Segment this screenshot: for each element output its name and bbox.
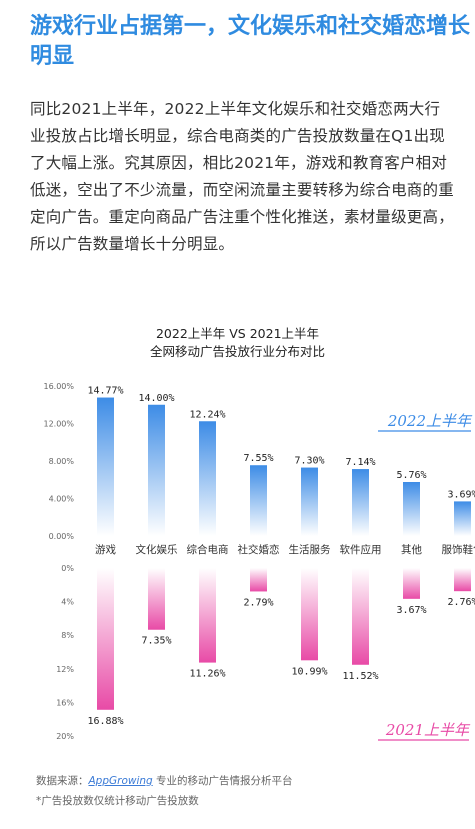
y-tick-label-top: 0.00% bbox=[49, 532, 75, 541]
section-heading: 游戏行业占据第一，文化娱乐和社交婚恋增长明显 bbox=[30, 14, 471, 69]
bar-2021-4 bbox=[250, 568, 267, 592]
data-label-2021: 16.88% bbox=[87, 716, 123, 727]
category-label: 服饰鞋包 bbox=[442, 543, 475, 556]
category-label: 游戏 bbox=[95, 543, 116, 556]
legend-2021: 2021上半年 bbox=[385, 721, 471, 739]
bar-chart: 16.00% 12.00% 8.00% 4.00% 0.00% 14.77% 14.00%… bbox=[43, 382, 475, 741]
chart-title: 2022上半年 VS 2021上半年 bbox=[155, 326, 320, 341]
data-label-2021: 2.76% bbox=[447, 597, 475, 608]
bar-2021-2 bbox=[148, 568, 165, 630]
legend-2022: 2022上半年 bbox=[387, 412, 473, 430]
y-tick-label-top: 4.00% bbox=[49, 495, 75, 504]
bar-2022-4 bbox=[250, 465, 267, 536]
bar-2022-6 bbox=[352, 469, 369, 536]
bar-2022-5 bbox=[301, 467, 318, 536]
y-tick-label-bottom: 8% bbox=[61, 631, 74, 640]
category-label: 其他 bbox=[401, 543, 422, 556]
data-label-2022: 14.00% bbox=[138, 393, 174, 404]
bar-2022-1 bbox=[97, 397, 114, 536]
data-label-2022: 3.69% bbox=[447, 489, 475, 500]
footnote: *广告投放数仅统计移动广告投放数 bbox=[36, 795, 199, 807]
y-tick-label-top: 12.00% bbox=[43, 420, 74, 429]
y-tick-label-top: 16.00% bbox=[43, 382, 74, 391]
bar-2022-8 bbox=[454, 501, 471, 536]
source-prefix: 数据来源： bbox=[36, 775, 89, 787]
data-label-2021: 2.79% bbox=[243, 597, 273, 608]
data-label-2022: 12.24% bbox=[189, 409, 225, 420]
bar-2021-3 bbox=[199, 568, 216, 663]
data-label-2022: 7.30% bbox=[294, 456, 324, 467]
data-source: 数据来源：AppGrowing 专业的移动广告情报分析平台 bbox=[36, 773, 293, 788]
bar-2022-3 bbox=[199, 421, 216, 536]
data-label-2022: 14.77% bbox=[87, 386, 123, 397]
data-label-2022: 5.76% bbox=[396, 470, 426, 481]
data-label-2021: 3.67% bbox=[396, 605, 426, 616]
y-tick-label-bottom: 0% bbox=[61, 564, 74, 573]
data-label-2022: 7.55% bbox=[243, 453, 273, 464]
category-label: 软件应用 bbox=[340, 543, 382, 556]
data-label-2021: 11.52% bbox=[342, 671, 378, 682]
y-tick-label-bottom: 12% bbox=[56, 665, 74, 674]
source-suffix: 专业的移动广告情报分析平台 bbox=[152, 775, 293, 787]
category-label: 生活服务 bbox=[289, 543, 331, 556]
category-label: 文化娱乐 bbox=[136, 543, 178, 556]
category-label: 综合电商 bbox=[187, 543, 229, 556]
bar-2022-2 bbox=[148, 404, 165, 536]
data-label-2021: 7.35% bbox=[141, 636, 171, 647]
y-tick-label-top: 8.00% bbox=[49, 457, 75, 466]
bar-2021-6 bbox=[352, 568, 369, 665]
bar-2022-7 bbox=[403, 482, 420, 536]
y-tick-label-bottom: 4% bbox=[61, 598, 74, 607]
y-tick-label-bottom: 20% bbox=[56, 732, 74, 741]
body-paragraph: 同比2021上半年，2022上半年文化娱乐和社交婚恋两大行业投放占比增长明显，综… bbox=[30, 100, 454, 253]
data-label-2021: 11.26% bbox=[189, 669, 225, 680]
bar-2021-1 bbox=[97, 568, 114, 710]
data-label-2021: 10.99% bbox=[291, 666, 327, 677]
bar-2021-8 bbox=[454, 568, 471, 592]
category-label: 社交婚恋 bbox=[238, 543, 280, 556]
y-tick-label-bottom: 16% bbox=[56, 698, 74, 707]
chart-subtitle: 全网移动广告投放行业分布对比 bbox=[149, 344, 325, 359]
bar-2021-5 bbox=[301, 568, 318, 661]
source-brand-link[interactable]: AppGrowing bbox=[88, 775, 153, 787]
bar-2021-7 bbox=[403, 568, 420, 599]
data-label-2022: 7.14% bbox=[345, 457, 375, 468]
